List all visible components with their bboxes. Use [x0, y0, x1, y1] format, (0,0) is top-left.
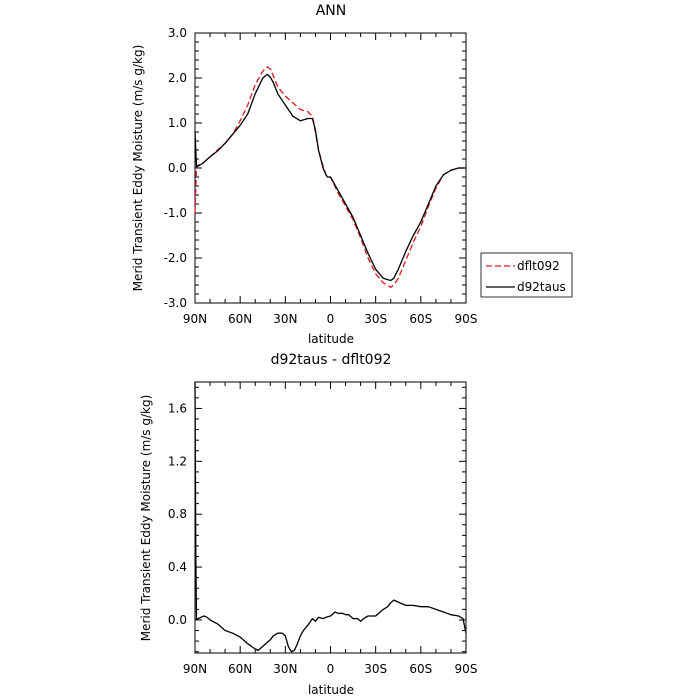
x-tick-label: 90N: [183, 662, 207, 676]
x-tick-label: 30S: [364, 662, 387, 676]
x-tick-label: 60S: [409, 312, 432, 326]
panel-bottom-series-line-0: [194, 381, 467, 653]
panel-top-frame: [194, 32, 467, 304]
y-tick-label: 0.0: [168, 161, 187, 175]
legend-label-d92taus: d92taus: [517, 280, 566, 294]
x-tick-label: 90N: [183, 312, 207, 326]
y-tick-label: 0.4: [168, 560, 187, 574]
panel-bottom: d92taus - dflt092 90N 60N 30N 0 30S 60S 90S 1.…: [139, 352, 477, 697]
panel-top-series-d92taus: [194, 73, 466, 282]
panel-top-x-axis-label: latitude: [308, 332, 354, 346]
legend-box: [480, 252, 573, 298]
panel-top-x-tick-labels: 90N 60N 30N 0 30S 60S 90S: [183, 312, 478, 326]
x-tick-label: 0: [327, 312, 335, 326]
panel-top-y-tick-labels: 3.0 2.0 1.0 0.0 -1.0 -2.0 -3.0: [164, 26, 187, 310]
panel-bottom-y-tick-labels: 1.6 1.2 0.8 0.4 0.0: [168, 401, 187, 627]
panel-top-ticks: [194, 32, 467, 304]
x-tick-label: 30N: [273, 662, 297, 676]
panel-bottom-title: d92taus - dflt092: [271, 352, 392, 368]
panel-bottom-frame: [194, 381, 467, 654]
y-tick-label: 0.8: [168, 507, 187, 521]
y-tick-label: 0.0: [168, 613, 187, 627]
panel-bottom-y-axis-label: Merid Transient Eddy Moisture (m/s g/kg): [139, 395, 153, 642]
x-tick-label: 90S: [455, 662, 478, 676]
x-tick-label: 60N: [228, 312, 252, 326]
legend: dflt092 d92taus: [480, 252, 573, 298]
y-tick-label: 1.2: [168, 454, 187, 468]
y-tick-label: -2.0: [164, 251, 187, 265]
panel-top-series: [194, 66, 466, 288]
panel-bottom-ticks: [194, 382, 467, 653]
x-tick-label: 90S: [455, 312, 478, 326]
x-tick-label: 30N: [273, 312, 297, 326]
y-tick-label: -3.0: [164, 296, 187, 310]
y-tick-label: 3.0: [168, 26, 187, 40]
x-tick-label: 0: [327, 662, 335, 676]
panel-bottom-x-axis-label: latitude: [308, 683, 354, 697]
panel-top-title: ANN: [316, 3, 347, 19]
y-tick-label: 1.6: [168, 401, 187, 415]
y-tick-label: -1.0: [164, 206, 187, 220]
panel-bottom-x-tick-labels: 90N 60N 30N 0 30S 60S 90S: [183, 662, 478, 676]
panel-bottom-series: [194, 381, 467, 653]
y-tick-label: 1.0: [168, 116, 187, 130]
legend-label-dflt092: dflt092: [517, 259, 560, 273]
x-tick-label: 60S: [409, 662, 432, 676]
y-tick-label: 2.0: [168, 71, 187, 85]
x-tick-label: 30S: [364, 312, 387, 326]
panel-top-y-axis-label: Merid Transient Eddy Moisture (m/s g/kg): [131, 45, 145, 292]
x-tick-label: 60N: [228, 662, 252, 676]
panel-top: ANN 90N 60N 30N 0 30S 60S 90S 3.0 2.0 1.0 0.0 -1.0…: [131, 3, 573, 346]
